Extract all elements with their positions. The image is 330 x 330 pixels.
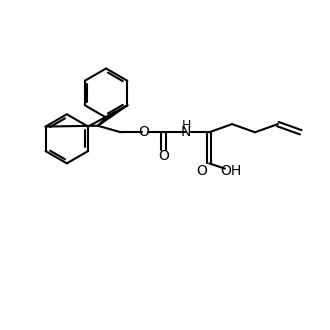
Text: O: O	[138, 125, 149, 139]
Text: N: N	[181, 125, 191, 139]
Text: O: O	[197, 164, 208, 178]
Text: O: O	[158, 149, 169, 163]
Text: OH: OH	[220, 164, 242, 178]
Text: H: H	[182, 118, 192, 132]
